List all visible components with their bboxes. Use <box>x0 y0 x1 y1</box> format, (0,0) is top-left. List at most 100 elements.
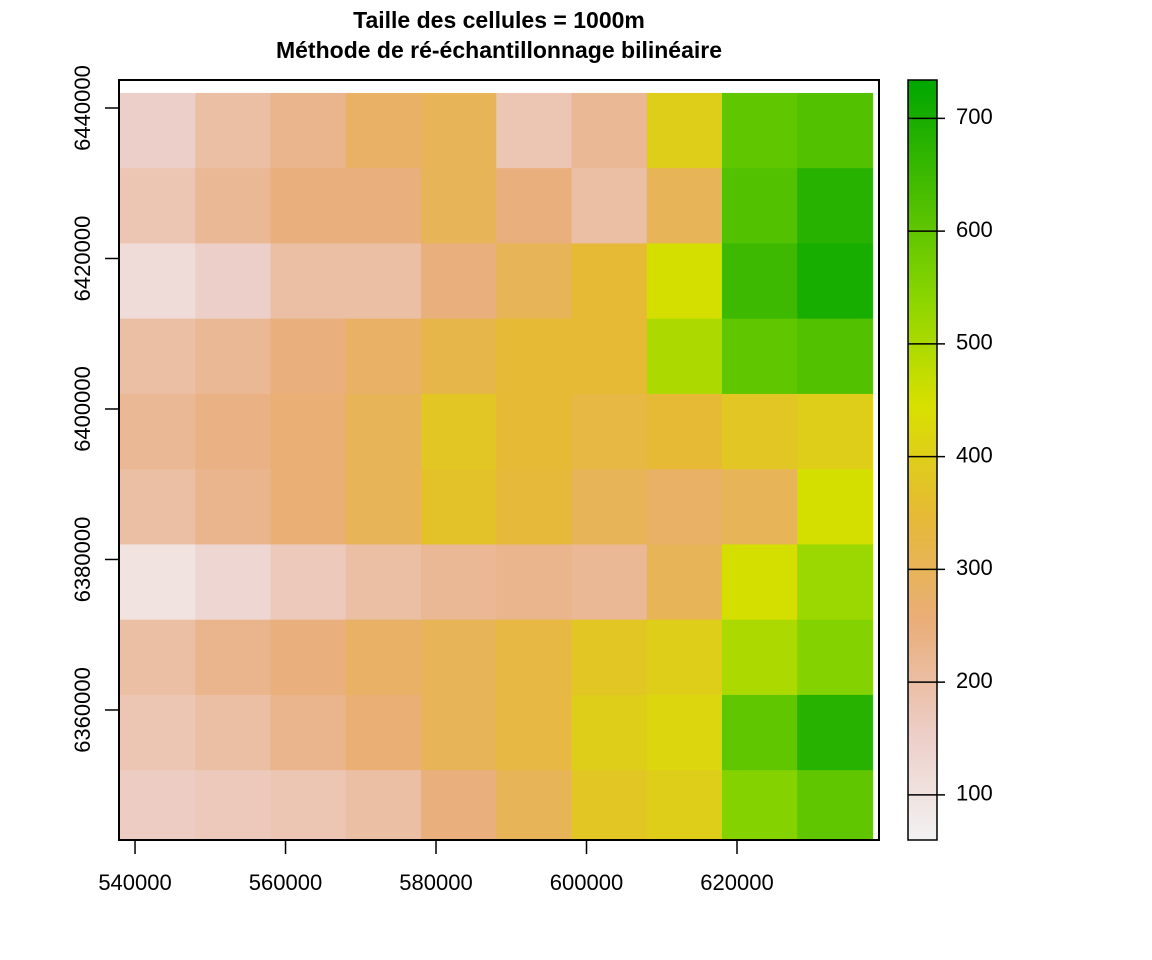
raster-cell <box>721 168 798 244</box>
raster-cell <box>646 92 723 169</box>
raster-cell <box>270 770 347 841</box>
raster-cell <box>270 469 347 545</box>
raster-cell <box>646 168 723 244</box>
raster-cell <box>119 469 196 545</box>
raster-cell <box>270 92 347 169</box>
raster-cell <box>195 469 271 545</box>
raster-cell <box>420 770 497 841</box>
colorbar <box>907 79 938 841</box>
raster-cell <box>270 318 347 395</box>
raster-cell <box>797 168 873 244</box>
raster-cell <box>270 619 347 696</box>
raster-cell <box>270 243 347 320</box>
raster-cell <box>646 619 723 696</box>
raster-cell <box>420 168 497 244</box>
colorbar-tick-label: 100 <box>956 781 993 806</box>
raster-cell <box>119 770 196 841</box>
raster-cell <box>797 318 873 395</box>
chart-subtitle: Méthode de ré-échantillonnage bilinéaire <box>276 37 722 63</box>
x-tick-label: 540000 <box>98 870 171 895</box>
raster-cell <box>420 92 497 169</box>
raster-cell <box>119 694 196 771</box>
raster-cell <box>496 243 572 320</box>
raster-cell <box>195 393 271 470</box>
raster-cell <box>420 619 497 696</box>
raster-cell <box>270 168 347 244</box>
raster-cell <box>420 469 497 545</box>
x-tick-label: 620000 <box>700 870 773 895</box>
raster-cell <box>721 619 798 696</box>
raster-cell <box>571 619 648 696</box>
raster-cell <box>195 544 271 621</box>
raster-cell <box>797 243 873 320</box>
raster-cell <box>571 469 648 545</box>
raster-cell <box>270 544 347 621</box>
raster-cell <box>195 619 271 696</box>
y-tick-label: 6400000 <box>70 366 95 452</box>
x-tick-label: 580000 <box>399 870 472 895</box>
raster-cell <box>420 694 497 771</box>
raster-cell <box>496 694 572 771</box>
raster-cell <box>119 619 196 696</box>
raster-cell <box>496 168 572 244</box>
raster-cell <box>646 469 723 545</box>
raster-cell <box>195 243 271 320</box>
colorbar-tick-label: 400 <box>956 442 993 467</box>
raster-cell <box>646 318 723 395</box>
raster-cell <box>721 694 798 771</box>
raster-cell <box>195 694 271 771</box>
raster-cell <box>721 469 798 545</box>
colorbar-tick-label: 300 <box>956 555 993 580</box>
raster-cell <box>345 694 422 771</box>
chart-title: Taille des cellules = 1000m <box>353 7 645 33</box>
raster-cell <box>345 544 422 621</box>
colorbar-tick-label: 600 <box>956 217 993 242</box>
raster-cell <box>420 318 497 395</box>
raster-cell <box>797 619 873 696</box>
raster-cell <box>721 243 798 320</box>
raster-cell <box>496 469 572 545</box>
raster-cell <box>119 92 196 169</box>
raster-cell <box>420 243 497 320</box>
raster-cell <box>721 393 798 470</box>
raster-cell <box>496 92 572 169</box>
raster-cell <box>571 243 648 320</box>
plot-frame <box>118 79 880 841</box>
raster-cell <box>797 544 873 621</box>
raster-cell <box>119 544 196 621</box>
raster-cell <box>195 92 271 169</box>
raster-cell <box>345 243 422 320</box>
raster-cell <box>496 770 572 841</box>
raster-cell <box>571 168 648 244</box>
raster-cell <box>345 770 422 841</box>
raster-cell <box>646 770 723 841</box>
x-tick-label: 560000 <box>249 870 322 895</box>
raster-cell <box>571 393 648 470</box>
raster-cell <box>797 770 873 841</box>
y-tick-label: 6360000 <box>70 667 95 753</box>
raster-cell <box>195 168 271 244</box>
raster-cell <box>119 168 196 244</box>
raster-cell <box>571 770 648 841</box>
raster-cell <box>345 318 422 395</box>
raster-cell <box>195 318 271 395</box>
y-tick-label: 6440000 <box>70 65 95 151</box>
raster-cell <box>646 393 723 470</box>
raster-cell <box>496 393 572 470</box>
raster-cell <box>797 694 873 771</box>
y-tick-label: 6380000 <box>70 517 95 603</box>
raster-cell <box>420 544 497 621</box>
raster-cell <box>119 243 196 320</box>
raster-cell <box>571 318 648 395</box>
raster-cell <box>270 694 347 771</box>
raster-cell <box>797 393 873 470</box>
raster-cell <box>797 92 873 169</box>
raster-cell <box>646 694 723 771</box>
raster-cell <box>345 92 422 169</box>
raster-cell <box>496 544 572 621</box>
raster-cell <box>345 619 422 696</box>
raster-cell <box>270 393 347 470</box>
raster-cell <box>721 544 798 621</box>
x-tick-label: 600000 <box>550 870 623 895</box>
